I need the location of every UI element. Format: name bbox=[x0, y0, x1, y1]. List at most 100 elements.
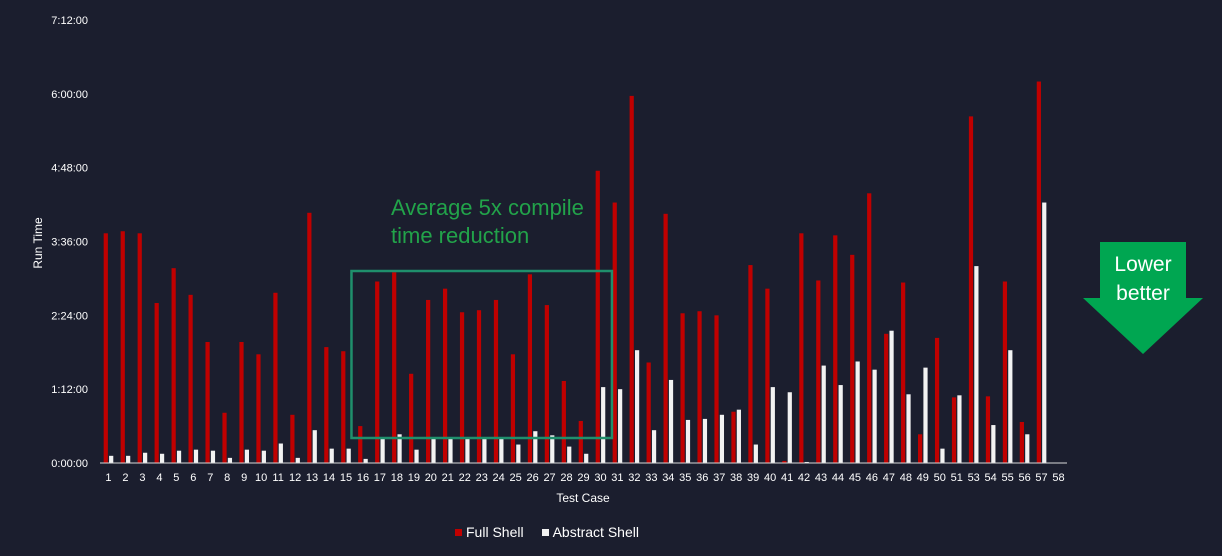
bar-full-shell bbox=[527, 274, 533, 463]
bar-full-shell bbox=[799, 233, 804, 463]
bar-abstract-shell bbox=[482, 437, 487, 463]
bar-abstract-shell bbox=[1042, 202, 1047, 463]
bar-abstract-shell bbox=[668, 379, 674, 463]
bar-full-shell bbox=[103, 233, 108, 463]
bar-abstract-shell bbox=[855, 361, 860, 463]
bar-full-shell bbox=[934, 337, 940, 463]
lower-better-text: Lower better bbox=[1083, 250, 1203, 308]
bar-full-shell bbox=[765, 288, 770, 463]
x-tick-label: 22 bbox=[459, 472, 471, 484]
x-tick-label: 55 bbox=[1001, 472, 1013, 484]
bar-abstract-shell bbox=[176, 450, 182, 463]
x-tick-label: 39 bbox=[747, 472, 759, 484]
bar-full-shell bbox=[714, 315, 719, 463]
bar-abstract-shell bbox=[838, 385, 843, 463]
y-tick-label: 6:00:00 bbox=[51, 89, 88, 101]
x-tick-label: 8 bbox=[224, 472, 230, 484]
bar-abstract-shell bbox=[465, 437, 470, 463]
x-tick-label: 37 bbox=[713, 472, 725, 484]
bar-full-shell bbox=[697, 311, 702, 463]
x-tick-label: 28 bbox=[560, 472, 572, 484]
x-tick-label: 56 bbox=[1018, 472, 1030, 484]
bar-full-shell bbox=[612, 202, 617, 463]
x-tick-label: 15 bbox=[340, 472, 352, 484]
y-tick-label: 3:36:00 bbox=[51, 237, 88, 249]
bar-full-shell bbox=[1019, 421, 1024, 463]
bar-full-shell bbox=[968, 116, 974, 463]
arrow-line-2: better bbox=[1116, 282, 1170, 305]
x-tick-label: 9 bbox=[241, 472, 247, 484]
bar-abstract-shell bbox=[940, 448, 945, 463]
bar-abstract-shell bbox=[770, 387, 775, 463]
y-axis-tick-labels: 0:00:00 1:12:00 2:24:00 3:36:00 4:48:00 6:00:… bbox=[51, 15, 88, 470]
bar-full-shell bbox=[884, 333, 889, 463]
bar-abstract-shell bbox=[872, 369, 877, 463]
bar-full-shell bbox=[816, 280, 821, 463]
x-tick-label: 12 bbox=[289, 472, 301, 484]
bar-abstract-shell bbox=[651, 430, 657, 463]
bar-abstract-shell bbox=[533, 431, 538, 463]
bar-abstract-shell bbox=[584, 453, 589, 463]
bar-full-shell bbox=[273, 292, 278, 463]
x-tick-label: 6 bbox=[190, 472, 196, 484]
x-tick-label: 47 bbox=[883, 472, 895, 484]
bar-abstract-shell bbox=[516, 444, 521, 463]
bar-full-shell bbox=[324, 347, 329, 463]
bar-full-shell bbox=[985, 396, 991, 463]
bar-abstract-shell bbox=[974, 266, 979, 463]
bar-full-shell bbox=[375, 281, 380, 463]
bar-abstract-shell bbox=[227, 457, 233, 463]
bar-full-shell bbox=[392, 272, 397, 463]
bar-full-shell bbox=[171, 268, 176, 463]
bar-full-shell bbox=[1002, 281, 1008, 463]
bar-abstract-shell bbox=[991, 425, 996, 463]
bar-abstract-shell bbox=[906, 394, 911, 463]
bar-abstract-shell bbox=[159, 453, 165, 463]
bar-full-shell bbox=[544, 305, 549, 463]
legend-item-full-shell: Full Shell bbox=[455, 524, 524, 540]
bar-abstract-shell bbox=[346, 448, 351, 463]
x-tick-label: 44 bbox=[832, 472, 844, 484]
y-tick-label: 4:48:00 bbox=[51, 163, 88, 175]
arrow-line-1: Lower bbox=[1114, 253, 1172, 276]
x-tick-label: 27 bbox=[543, 472, 555, 484]
bar-full-shell bbox=[595, 170, 600, 464]
bar-abstract-shell bbox=[261, 450, 266, 463]
bar-full-shell bbox=[680, 313, 685, 463]
bar-full-shell bbox=[476, 310, 482, 463]
legend-swatch-full-shell bbox=[455, 528, 462, 536]
bar-full-shell bbox=[222, 412, 227, 463]
bar-abstract-shell bbox=[397, 434, 402, 463]
x-tick-label: 3 bbox=[139, 472, 145, 484]
bar-full-shell bbox=[154, 303, 159, 463]
x-tick-label: 13 bbox=[306, 472, 318, 484]
bar-full-shell bbox=[951, 397, 957, 463]
bar-full-shell bbox=[561, 380, 566, 463]
x-tick-label: 18 bbox=[391, 472, 403, 484]
lower-better-callout: Lower better bbox=[1083, 242, 1203, 354]
bar-abstract-shell bbox=[380, 437, 385, 463]
x-tick-label: 32 bbox=[628, 472, 640, 484]
x-tick-label: 20 bbox=[425, 472, 437, 484]
annotation-line-1: Average 5x compile bbox=[391, 195, 584, 220]
bar-full-shell bbox=[239, 341, 244, 463]
x-tick-label: 30 bbox=[594, 472, 606, 484]
bar-abstract-shell bbox=[109, 455, 114, 463]
bar-abstract-shell bbox=[804, 461, 809, 463]
bar-full-shell bbox=[459, 312, 465, 463]
x-tick-label: 29 bbox=[577, 472, 589, 484]
bar-abstract-shell bbox=[193, 449, 199, 463]
x-tick-label: 11 bbox=[272, 472, 283, 484]
x-tick-label: 34 bbox=[662, 472, 674, 484]
bar-abstract-shell bbox=[1025, 434, 1030, 463]
x-tick-label: 24 bbox=[493, 472, 505, 484]
x-tick-label: 49 bbox=[917, 472, 929, 484]
bar-full-shell bbox=[663, 213, 668, 463]
bar-full-shell bbox=[782, 460, 787, 463]
bar-full-shell bbox=[867, 193, 872, 464]
bar-abstract-shell bbox=[923, 367, 928, 463]
bar-abstract-shell bbox=[329, 448, 334, 463]
bar-full-shell bbox=[850, 254, 855, 463]
bar-abstract-shell bbox=[719, 414, 725, 463]
